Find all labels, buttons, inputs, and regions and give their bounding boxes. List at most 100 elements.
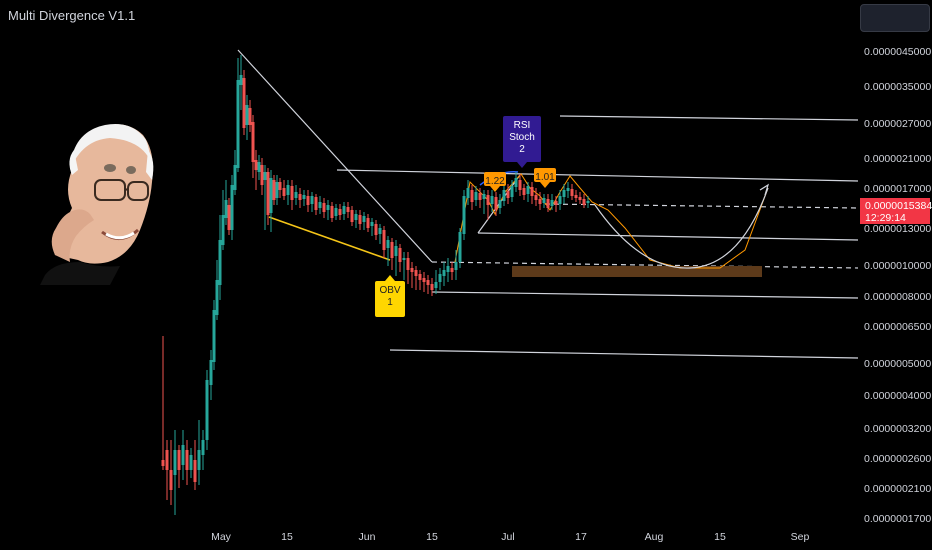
y-tick-label: 0.0000013000 [864, 223, 931, 235]
candle [275, 175, 279, 205]
candle [558, 190, 562, 210]
candle [272, 175, 276, 205]
candle [374, 220, 378, 240]
projection-curve [594, 187, 769, 269]
candle [530, 182, 534, 204]
candle [562, 184, 566, 204]
candle [257, 155, 261, 180]
candle [506, 184, 510, 204]
candle [462, 190, 466, 240]
candle [382, 226, 386, 258]
x-tick-label: Sep [791, 531, 810, 543]
zigzag-line [454, 173, 769, 269]
x-tick-label: Jun [359, 531, 376, 543]
candle [450, 262, 454, 280]
candle [514, 172, 518, 192]
candle [534, 188, 538, 206]
candle [482, 190, 486, 214]
candle [221, 190, 225, 250]
candle [278, 178, 282, 198]
candle [263, 165, 267, 230]
y-tick-label: 0.0000027000 [864, 118, 931, 130]
y-tick-label: 0.0000010000 [864, 260, 931, 272]
candle [169, 440, 173, 505]
trend-line [336, 169, 859, 182]
label-text: Stoch [509, 132, 535, 143]
candle [422, 272, 426, 292]
candle [398, 244, 402, 272]
y-tick-label: 0.0000001700 [864, 513, 931, 525]
candle [251, 115, 255, 178]
current-price-badge: 0.0000015384 12:29:14 [860, 198, 932, 224]
label-text: OBV [379, 285, 400, 296]
candle [402, 252, 406, 280]
candle [310, 192, 314, 212]
candle [322, 198, 326, 218]
candle [410, 262, 414, 288]
candle [546, 194, 550, 212]
candle [205, 370, 209, 450]
candle [426, 275, 430, 294]
candle [454, 250, 458, 280]
candle [362, 212, 366, 230]
dashed-level [431, 261, 859, 269]
label-text: 1.01 [535, 172, 555, 183]
candle [458, 228, 462, 268]
candle [470, 185, 474, 210]
symbol-search-box[interactable] [860, 4, 930, 32]
indicator-title: Multi Divergence V1.1 [8, 8, 136, 23]
candle [230, 175, 234, 240]
candle [342, 202, 346, 220]
candle [490, 190, 494, 212]
candle [394, 240, 398, 276]
candle [358, 210, 362, 230]
candle [438, 268, 442, 290]
candle [318, 196, 322, 214]
y-tick-label: 0.0000017000 [864, 183, 931, 195]
y-tick-label: 0.0000002100 [864, 483, 931, 495]
candle [197, 420, 201, 485]
candle [306, 190, 310, 212]
candle [201, 430, 205, 470]
candle [390, 238, 394, 270]
candle [586, 196, 590, 208]
candle [236, 58, 240, 172]
countdown-timer: 12:29:14 [865, 212, 906, 224]
candle [486, 190, 490, 220]
candle [298, 188, 302, 208]
candle [189, 448, 193, 478]
candle [582, 194, 586, 208]
trend-lines [237, 49, 859, 359]
candle [233, 150, 237, 195]
candle [518, 174, 522, 196]
candle [414, 266, 418, 290]
candle [338, 204, 342, 220]
candle [346, 202, 350, 218]
label-text: 2 [519, 144, 525, 155]
y-tick-label: 0.0000004000 [864, 390, 931, 402]
y-tick-label: 0.0000003200 [864, 423, 931, 435]
ratio-label: 1.22 [484, 172, 506, 192]
label-text: 1.22 [485, 176, 505, 187]
dashed-level [544, 203, 859, 209]
candle [330, 202, 334, 222]
x-tick-label: Jul [501, 531, 514, 543]
ratio-label: 1.01 [534, 168, 556, 188]
candle [574, 190, 578, 202]
candle [173, 430, 177, 515]
x-tick-label: 15 [714, 531, 726, 543]
y-tick-label: 0.0000005000 [864, 358, 931, 370]
candle [550, 194, 554, 210]
candle [282, 180, 286, 200]
candle [239, 55, 243, 110]
candle [478, 188, 482, 208]
candle [326, 200, 330, 220]
y-tick-label: 0.0000045000 [864, 46, 931, 58]
candle [366, 214, 370, 232]
time-axis: May 15 Jun 15 Jul 17 Aug 15 Sep [211, 531, 809, 543]
candle [554, 196, 558, 212]
